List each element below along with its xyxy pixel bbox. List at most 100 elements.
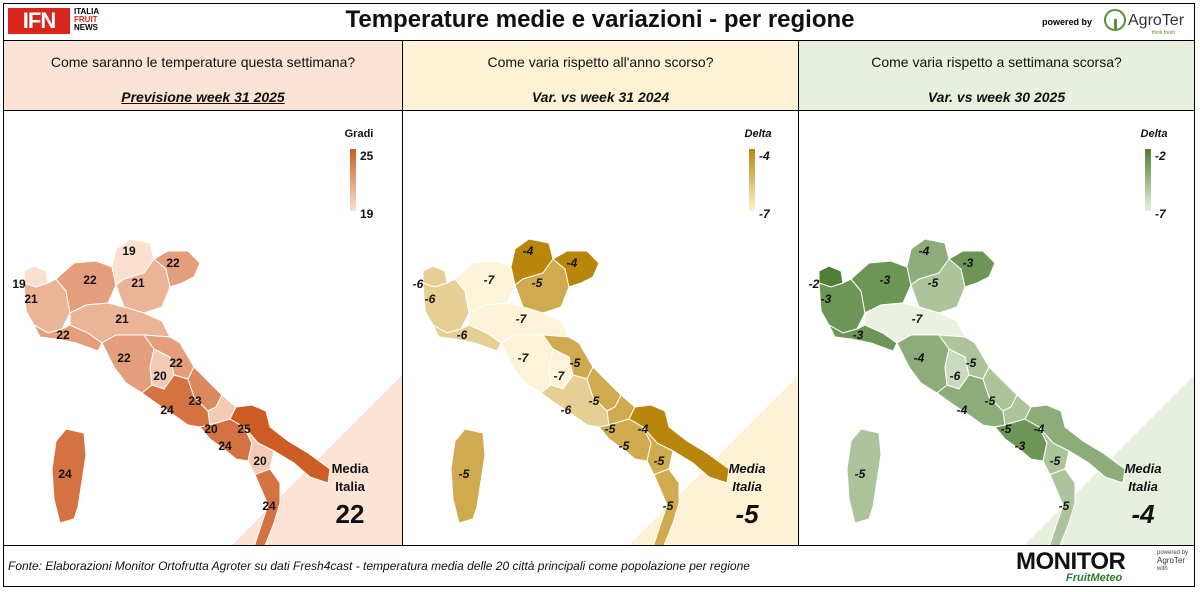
agroter-tree-icon: [1104, 9, 1126, 31]
media-label: Media: [332, 461, 370, 476]
region-value-friuli-venezia-giulia: 22: [166, 256, 180, 270]
map-panel-yoy: -6-6-7-4-5-4-6-7-7-7-5-6-5-5-5-4-5-5-5-5…: [402, 111, 798, 545]
legend-max: -2: [1155, 149, 1166, 163]
powered-by-small: powered by: [1157, 550, 1189, 556]
region-sardegna: [450, 428, 486, 524]
region-value-lazio: -6: [561, 403, 572, 417]
region-value-emilia-romagna: 21: [115, 312, 129, 326]
region-value-campania: 24: [218, 439, 232, 453]
legend-max: 25: [360, 149, 374, 163]
region-value-puglia: -4: [1034, 422, 1045, 436]
region-value-abruzzo: -5: [589, 394, 600, 408]
region-value-molise: 20: [204, 422, 218, 436]
legend-max: -4: [759, 149, 770, 163]
region-value-abruzzo: -5: [985, 394, 996, 408]
legend-color-bar: [350, 149, 356, 211]
region-value-calabria: -5: [663, 499, 674, 513]
region-value-puglia: -4: [638, 422, 649, 436]
ifn-logo-subtitle: ITALIA FRUIT NEWS: [74, 8, 99, 32]
media-label: Italia: [335, 479, 365, 494]
logo-sub-line: FRUIT: [74, 15, 98, 24]
region-value-puglia: 25: [237, 422, 251, 436]
map-panel-wow: -2-3-3-4-5-3-3-7-4-6-5-4-5-5-3-4-5-5-5-5…: [798, 111, 1194, 545]
monitor-powered-by: powered by AgroTer with: [1157, 550, 1188, 573]
legend-color-bar: [749, 149, 755, 211]
powered-by-label: powered by: [1042, 17, 1093, 27]
column-question: Come saranno le temperature questa setti…: [50, 54, 356, 70]
legend-min: 19: [360, 207, 374, 221]
region-value-lombardia: 22: [83, 273, 97, 287]
region-value-toscana: -7: [518, 351, 530, 365]
region-value-liguria: -3: [853, 328, 864, 342]
region-value-umbria: -6: [950, 369, 961, 383]
column-question: Come varia rispetto a settimana scorsa?: [871, 54, 1122, 70]
region-value-basilicata: -5: [654, 454, 665, 468]
region-value-sardegna: 24: [58, 467, 72, 481]
region-value-veneto: -5: [928, 276, 939, 290]
media-value: 22: [336, 499, 365, 529]
region-value-lombardia: -7: [484, 273, 496, 287]
region-veneto: [910, 258, 966, 314]
media-value: -5: [735, 499, 759, 529]
legend-min: -7: [1155, 207, 1167, 221]
region-calabria: [646, 460, 680, 545]
column-question: Come varia rispetto all'anno scorso?: [487, 54, 714, 70]
region-value-umbria: 20: [153, 369, 167, 383]
region-value-trentino-alto-adige: -4: [919, 244, 930, 258]
media-value: -4: [1131, 499, 1155, 529]
logo-sub-line: NEWS: [74, 23, 98, 32]
region-value-friuli-venezia-giulia: -4: [567, 256, 578, 270]
region-veneto: [115, 258, 171, 314]
column-subtitle: Var. vs week 31 2024: [531, 89, 670, 105]
region-value-piemonte: -3: [821, 292, 832, 306]
region-lombardia: [454, 260, 516, 314]
media-label: Media: [1125, 461, 1162, 476]
region-value-liguria: -6: [457, 328, 468, 342]
region-veneto: [514, 258, 570, 314]
region-value-umbria: -7: [554, 369, 566, 383]
legend-title: Gradi: [345, 128, 374, 140]
region-calabria: [247, 460, 281, 545]
logo-sub-line: ITALIA: [74, 7, 100, 16]
region-value-emilia-romagna: -7: [912, 312, 924, 326]
region-sardegna: [846, 428, 882, 524]
region-value-veneto: -5: [532, 276, 543, 290]
region-value-friuli-venezia-giulia: -3: [963, 256, 974, 270]
region-value-liguria: 22: [56, 328, 70, 342]
region-value-trentino-alto-adige: -4: [523, 244, 534, 258]
legend-title: Delta: [745, 128, 772, 140]
region-value-toscana: -4: [914, 351, 925, 365]
region-value-lombardia: -3: [880, 273, 891, 287]
region-value-marche: 22: [169, 356, 183, 370]
region-value-valle-daosta: -6: [413, 277, 424, 291]
region-value-toscana: 22: [117, 351, 131, 365]
region-value-marche: -5: [570, 356, 581, 370]
region-value-calabria: -5: [1059, 499, 1070, 513]
italy-map-yoy: -6-6-7-4-5-4-6-7-7-7-5-6-5-5-5-4-5-5-5-5…: [413, 128, 798, 545]
region-value-abruzzo: 23: [188, 394, 202, 408]
agroter-small: AgroTer: [1157, 556, 1186, 565]
column-header-forecast: Come saranno le temperature questa setti…: [4, 40, 402, 111]
page-title: Temperature medie e variazioni - per reg…: [345, 6, 855, 33]
region-lombardia: [850, 260, 912, 314]
infographic-frame: [3, 3, 1195, 587]
region-value-veneto: 21: [131, 276, 145, 290]
region-value-calabria: 24: [262, 499, 276, 513]
region-sardegna: [51, 428, 87, 524]
region-value-campania: -5: [619, 439, 630, 453]
region-calabria: [1042, 460, 1076, 545]
monitor-logo: MONITOR: [1016, 548, 1126, 575]
media-label: Italia: [1128, 479, 1158, 494]
legend-title: Delta: [1141, 128, 1168, 140]
ifn-logo: IFN: [8, 8, 70, 34]
map-panel-forecast: 1921221921222221222022242320242520242424…: [4, 111, 402, 545]
column-header-wow: Come varia rispetto a settimana scorsa? …: [798, 40, 1194, 111]
media-label: Media: [729, 461, 766, 476]
with-small: with: [1157, 566, 1168, 572]
region-value-campania: -3: [1015, 439, 1026, 453]
region-value-molise: -5: [1001, 422, 1012, 436]
column-header-yoy: Come varia rispetto all'anno scorso? Var…: [402, 40, 798, 111]
region-lombardia: [55, 260, 117, 314]
column-subtitle: Var. vs week 30 2025: [927, 89, 1066, 105]
region-value-lazio: -4: [957, 403, 968, 417]
